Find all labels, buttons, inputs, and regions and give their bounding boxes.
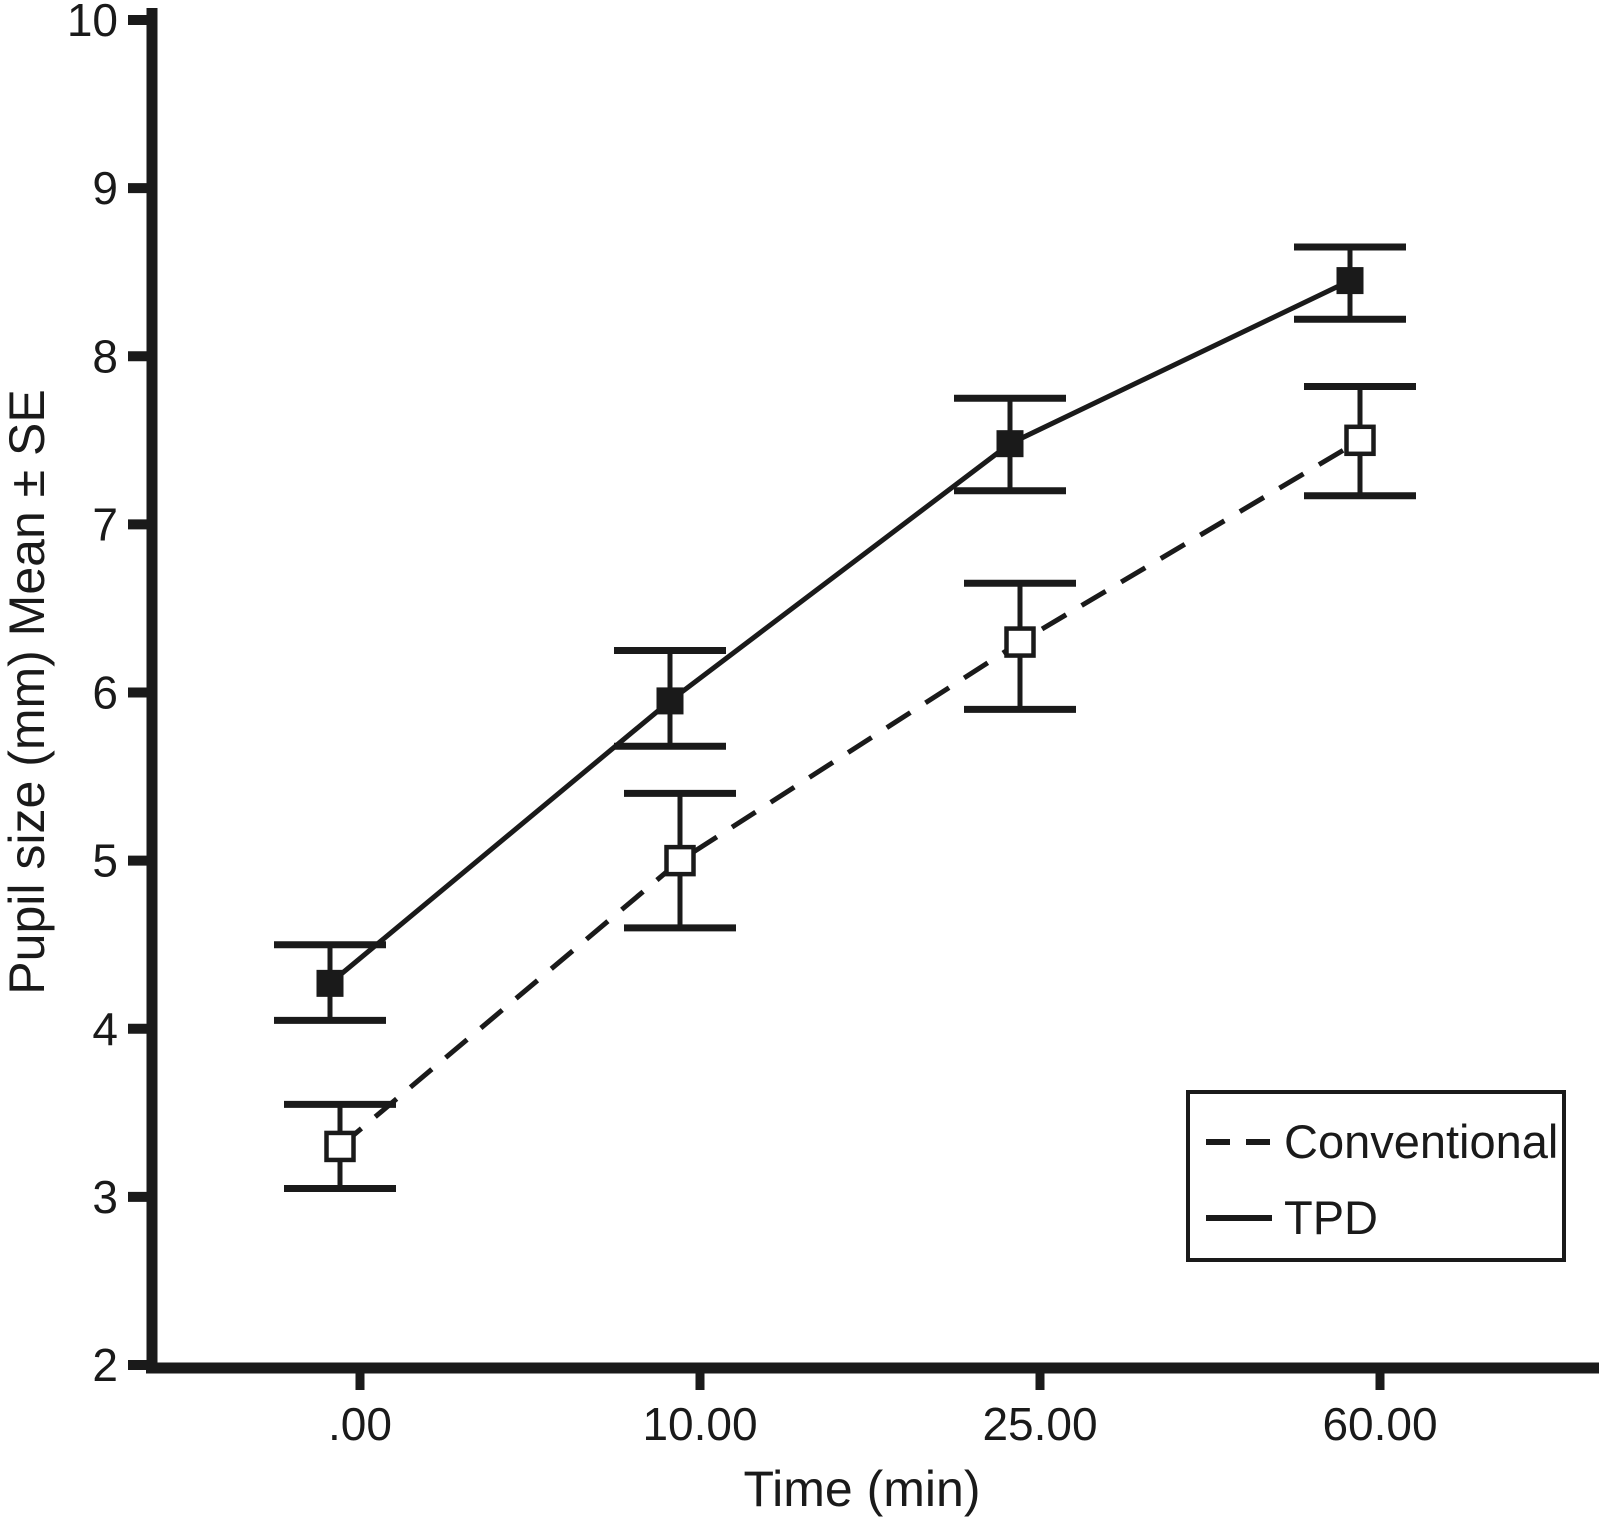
x-axis-title: Time (min) [743, 1461, 980, 1517]
data-point-tpd-1 [656, 687, 684, 715]
y-tick-label-8: 8 [92, 330, 118, 382]
data-point-conventional-3 [1344, 424, 1376, 457]
y-tick-label-7: 7 [92, 498, 118, 550]
legend-label-conventional: Conventional [1284, 1115, 1558, 1168]
data-point-conventional-1 [664, 844, 696, 877]
series [274, 243, 1416, 1192]
series-line-conventional [338, 438, 1362, 1149]
y-tick-label-9: 9 [92, 162, 118, 214]
x-tick-label-0: .00 [328, 1398, 392, 1450]
axes [128, 8, 1599, 1390]
y-tick-label-3: 3 [92, 1171, 118, 1223]
y-tick-label-4: 4 [92, 1003, 118, 1055]
legend-label-tpd: TPD [1284, 1191, 1378, 1244]
data-point-conventional-0 [324, 1130, 356, 1163]
markers [316, 267, 1376, 1163]
data-point-tpd-2 [996, 430, 1024, 458]
x-tick-label-2: 25.00 [982, 1398, 1097, 1450]
series-line-tpd [328, 278, 1352, 986]
y-tick-label-6: 6 [92, 667, 118, 719]
legend: Conventional TPD [1186, 1090, 1566, 1262]
y-tick-label-10: 10 [67, 0, 118, 46]
x-tick-label-3: 60.00 [1322, 1398, 1437, 1450]
legend-item-conventional: Conventional [1206, 1115, 1558, 1168]
y-tick-label-2: 2 [92, 1339, 118, 1391]
y-tick-label-5: 5 [92, 835, 118, 887]
data-point-conventional-2 [1004, 626, 1036, 658]
data-point-tpd-3 [1336, 267, 1364, 295]
x-tick-label-1: 10.00 [642, 1398, 757, 1450]
data-point-tpd-0 [316, 969, 344, 997]
legend-box [1186, 1090, 1566, 1262]
y-axis-title: Pupil size (mm) Mean ± SE [0, 389, 55, 994]
legend-item-tpd: TPD [1206, 1191, 1378, 1244]
